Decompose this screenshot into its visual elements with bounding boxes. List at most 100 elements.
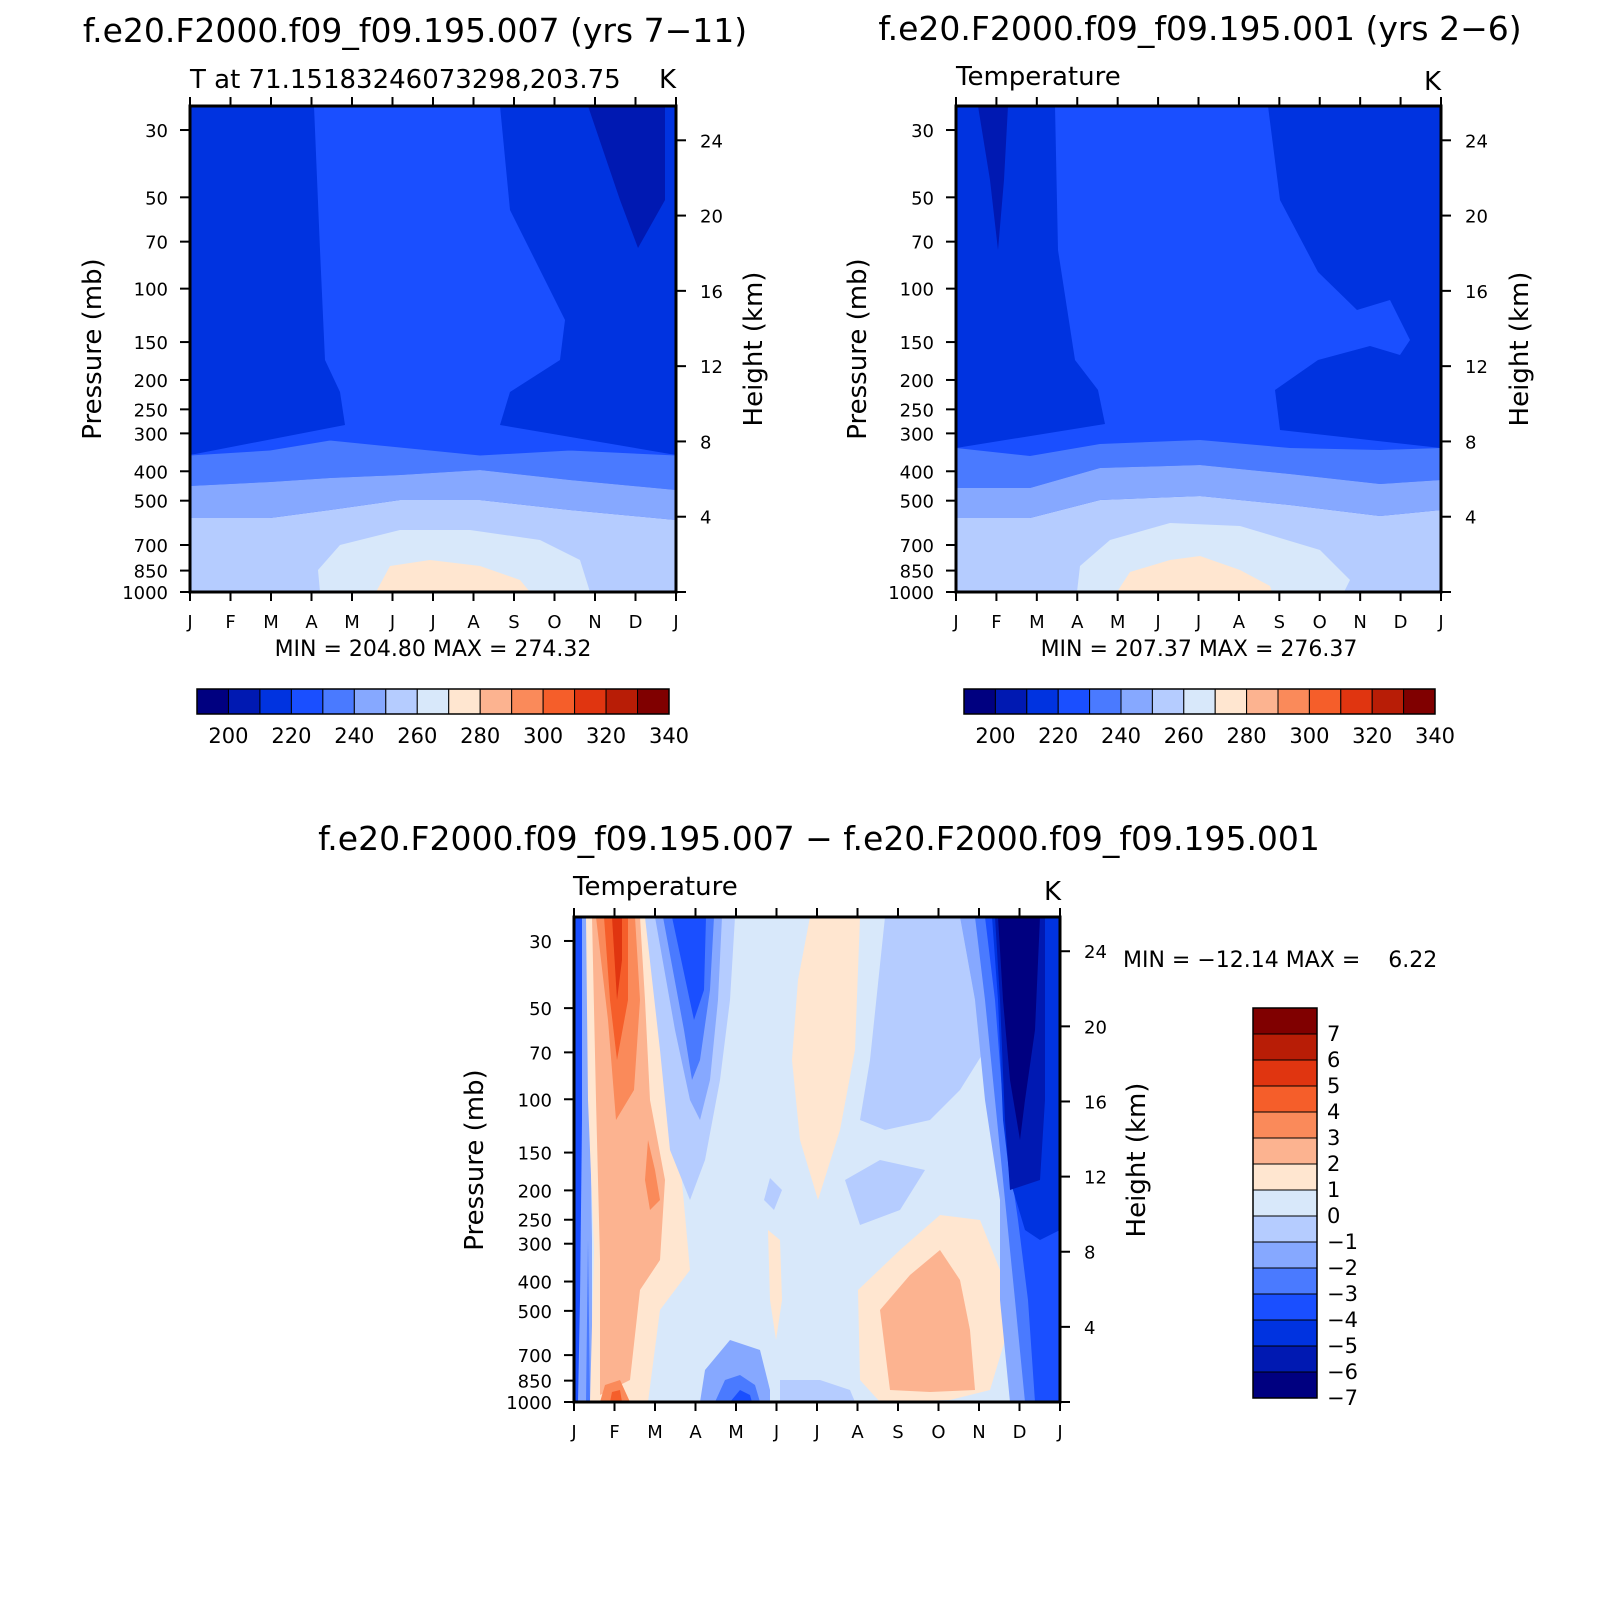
- colorbar-box: [1252, 1007, 1318, 1035]
- panel-2-min-max: MIN = 207.37 MAX = 276.37: [1041, 637, 1358, 662]
- colorbar-box: [1120, 688, 1153, 715]
- panel-2-units: K: [1424, 67, 1442, 97]
- colorbar-box: [1214, 688, 1248, 715]
- y-right-tick-label: 16: [700, 282, 723, 303]
- colorbar-box: [1252, 1033, 1318, 1061]
- x-tick-label: O: [547, 612, 561, 633]
- y-tick-label: 200: [900, 371, 934, 392]
- x-tick-label: A: [1071, 612, 1084, 633]
- colorbar-box: [1252, 1293, 1318, 1321]
- y-tick-label: 30: [529, 932, 552, 953]
- colorbar-box: [1340, 688, 1373, 715]
- panel-3-subtitle-left: Temperature: [572, 872, 738, 902]
- colorbar-box: [353, 688, 387, 715]
- colorbar-label: 220: [271, 724, 311, 748]
- x-tick-label: J: [1195, 612, 1201, 633]
- y-tick-label: 850: [134, 562, 168, 583]
- x-tick-label: J: [570, 1422, 576, 1443]
- x-tick-label: O: [931, 1422, 945, 1443]
- colorbar-box: [1371, 688, 1405, 715]
- y-tick-label: 850: [518, 1372, 552, 1393]
- x-tick-label: F: [991, 612, 1001, 633]
- x-tick-label: N: [588, 612, 601, 633]
- colorbar-label: 320: [1352, 724, 1392, 748]
- x-tick-label: N: [972, 1422, 985, 1443]
- panel-3: f.e20.F2000.f09_f09.195.007 − f.e20.F200…: [318, 819, 1437, 1443]
- colorbar-label: 300: [1289, 724, 1329, 748]
- colorbar-box: [511, 688, 544, 715]
- panel-3-axes: J F M A M J J A S O N D J 30 50 70 100 150 200 250 300 400 50…: [506, 908, 1107, 1443]
- y-right-tick-label: 12: [700, 357, 723, 378]
- y-tick-label: 250: [518, 1211, 552, 1232]
- panel-3-units: K: [1044, 877, 1062, 907]
- colorbar-box: [963, 688, 996, 715]
- panel-2-axes: J F M A M J J A S O N D J 30 50 70 100 150 200 250 300 400 50…: [888, 97, 1488, 633]
- y-tick-label: 200: [518, 1181, 552, 1202]
- y-tick-label: 50: [529, 999, 552, 1020]
- y-tick-label: 400: [134, 462, 168, 483]
- x-tick-label: S: [508, 612, 519, 633]
- panel-2-ylabel: Pressure (mb): [843, 258, 873, 439]
- y-right-tick-label: 4: [1084, 1318, 1095, 1339]
- y-tick-label: 70: [911, 233, 934, 254]
- colorbar-box: [605, 688, 639, 715]
- y-tick-label: 100: [900, 280, 934, 301]
- y-tick-label: 150: [134, 333, 168, 354]
- x-tick-label: M: [263, 612, 279, 633]
- colorbar-box: [1252, 1059, 1318, 1087]
- colorbar-label: 200: [208, 724, 248, 748]
- y-tick-label: 30: [145, 121, 168, 142]
- y-tick-label: 200: [134, 371, 168, 392]
- colorbar-label: 260: [397, 724, 437, 748]
- y-tick-label: 700: [900, 536, 934, 557]
- colorbar-label: 220: [1038, 724, 1078, 748]
- colorbar-box: [1252, 1345, 1318, 1373]
- x-tick-label: S: [892, 1422, 903, 1443]
- colorbar-box: [1252, 1111, 1318, 1139]
- colorbar-label: 340: [1415, 724, 1455, 748]
- x-tick-label: M: [647, 1422, 663, 1443]
- colorbar-box: [1246, 688, 1279, 715]
- colorbar-label: −2: [1327, 1256, 1358, 1280]
- y-tick-label: 500: [518, 1302, 552, 1323]
- colorbar-box: [574, 688, 607, 715]
- colorbar-box: [1252, 1085, 1318, 1113]
- y-tick-label: 300: [900, 424, 934, 445]
- x-tick-label: M: [344, 612, 360, 633]
- colorbar-box: [1026, 688, 1059, 715]
- y-tick-label: 700: [518, 1346, 552, 1367]
- panel-1-axes: J F M A M J J A S O N D J 30 50 70 100 150 200 250 300 400 50…: [122, 97, 723, 633]
- panel-2-field: [956, 106, 1441, 592]
- colorbar-box: [1252, 1163, 1318, 1191]
- x-tick-label: A: [305, 612, 318, 633]
- y-right-tick-label: 16: [1465, 282, 1488, 303]
- colorbar-label: 3: [1327, 1126, 1340, 1150]
- panel-1-subtitle-left: T at 71.15183246073298,203.75: [189, 65, 621, 95]
- panel-2: f.e20.F2000.f09_f09.195.001 (yrs 2−6) Te…: [843, 9, 1535, 748]
- colorbar-box: [1308, 688, 1342, 715]
- y-tick-label: 400: [518, 1273, 552, 1294]
- x-tick-label: J: [389, 612, 395, 633]
- panel-3-field: [574, 917, 1060, 1402]
- x-tick-label: F: [225, 612, 235, 633]
- colorbar-label: 5: [1327, 1074, 1340, 1098]
- colorbar-label: −5: [1327, 1334, 1358, 1358]
- y-right-tick-label: 20: [700, 207, 723, 228]
- colorbar-label: 240: [334, 724, 374, 748]
- x-tick-label: F: [609, 1422, 619, 1443]
- colorbar-box: [1277, 688, 1310, 715]
- colorbar-label: 200: [975, 724, 1015, 748]
- panel-1-ylabel: Pressure (mb): [78, 258, 108, 439]
- x-tick-label: M: [1110, 612, 1126, 633]
- y-tick-label: 150: [518, 1144, 552, 1165]
- panel-3-min-max: MIN = −12.14 MAX = 6.22: [1123, 948, 1437, 973]
- y-tick-label: 50: [911, 188, 934, 209]
- colorbar-box: [1252, 1319, 1318, 1347]
- panel-1: f.e20.F2000.f09_f09.195.007 (yrs 7−11) T…: [78, 11, 769, 748]
- y-tick-label: 250: [900, 400, 934, 421]
- y-right-tick-label: 20: [1465, 207, 1488, 228]
- colorbar-label: −6: [1327, 1360, 1358, 1384]
